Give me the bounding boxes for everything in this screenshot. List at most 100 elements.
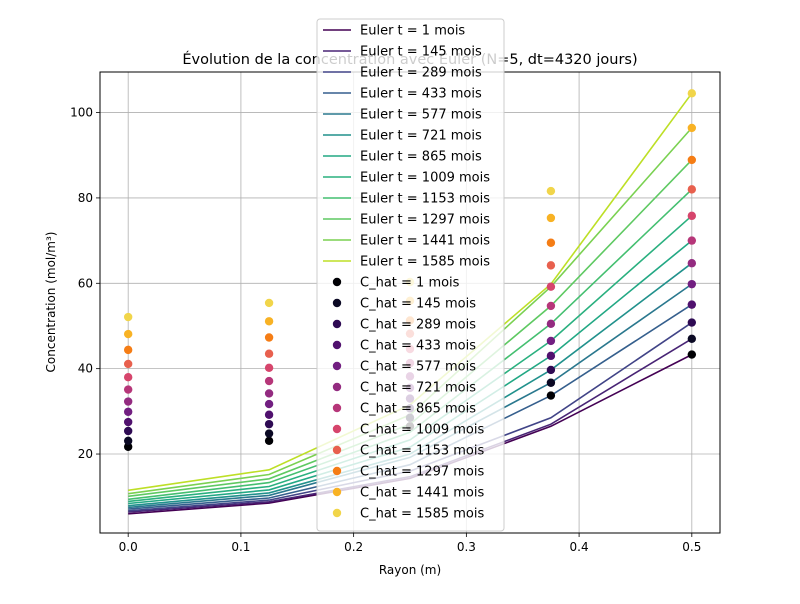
chat-point [123, 345, 133, 355]
chat-point [264, 399, 274, 409]
chat-point [123, 397, 133, 406]
chat-point [264, 436, 274, 445]
chat-point [687, 279, 697, 289]
legend-dot-swatch [332, 487, 342, 497]
legend-dot-swatch [332, 382, 342, 392]
x-tick-label: 0.3 [457, 540, 476, 554]
legend-entry-label: Euler t = 289 mois [360, 66, 482, 81]
legend-dot-swatch [332, 424, 342, 434]
legend-entry-label: Euler t = 433 mois [360, 87, 482, 102]
chat-point [264, 419, 274, 429]
legend-entry-label: C_hat = 1009 mois [360, 423, 484, 438]
legend-entry-label: C_hat = 865 mois [360, 402, 476, 417]
chat-point [264, 298, 274, 308]
legend-dot-swatch [332, 403, 342, 413]
y-tick-label: 60 [78, 276, 93, 290]
legend-dot-swatch [332, 361, 342, 371]
chat-point [546, 351, 556, 361]
chat-point [264, 429, 274, 438]
legend-dot-swatch [332, 319, 342, 329]
chat-point [546, 319, 556, 329]
chat-point [264, 333, 274, 342]
chat-point [546, 301, 556, 311]
legend-entry-label: C_hat = 145 mois [360, 297, 476, 312]
chat-point [687, 185, 697, 194]
chat-point [687, 155, 697, 165]
chat-point [123, 417, 133, 427]
chat-point [546, 378, 556, 387]
x-axis-label: Rayon (m) [379, 563, 441, 577]
legend-entry-label: C_hat = 433 mois [360, 339, 476, 354]
chat-point [546, 365, 556, 375]
legend-entry-label: Euler t = 1585 mois [360, 255, 490, 270]
legend-entry-label: Euler t = 1 mois [360, 24, 465, 39]
chat-point [546, 186, 556, 196]
x-tick-label: 0.0 [119, 540, 138, 554]
legend-dot-swatch [332, 277, 342, 287]
chat-point [264, 389, 274, 398]
legend-dot-swatch [332, 340, 342, 350]
chat-point [123, 442, 133, 451]
legend-box [316, 18, 505, 532]
chat-point [264, 317, 274, 326]
chat-point [123, 359, 133, 369]
chat-point [687, 123, 697, 133]
chat-point [123, 372, 133, 382]
legend-entry-label: C_hat = 721 mois [360, 381, 476, 396]
chat-point [123, 385, 133, 394]
y-tick-label: 20 [78, 447, 93, 461]
legend-entry-label: C_hat = 577 mois [360, 360, 476, 375]
legend-dot-swatch [332, 445, 342, 455]
chat-point [123, 312, 133, 322]
chat-point [123, 329, 133, 339]
chat-point [546, 238, 556, 247]
x-tick-label: 0.1 [231, 540, 250, 554]
chat-point [123, 436, 133, 445]
chat-point [687, 211, 697, 221]
legend-entry-label: Euler t = 1153 mois [360, 192, 490, 207]
chat-point [546, 213, 556, 223]
x-tick-label: 0.4 [570, 540, 589, 554]
y-tick-label: 40 [78, 362, 93, 376]
y-tick-label: 100 [70, 106, 93, 120]
chat-point [546, 282, 556, 291]
legend: Euler t = 1 mois Euler t = 145 mois Euler … [316, 18, 505, 532]
x-tick-label: 0.2 [344, 540, 363, 554]
legend-dot-swatch [332, 508, 342, 518]
chat-point [687, 318, 697, 327]
chat-point [546, 391, 556, 400]
chat-point [264, 363, 274, 373]
chat-point [687, 300, 697, 309]
x-axis: 0.0 0.1 0.2 0.3 0.4 0.5 [119, 533, 701, 554]
legend-entry-label: Euler t = 1297 mois [360, 213, 490, 228]
x-tick-label: 0.5 [682, 540, 701, 554]
legend-entry-label: C_hat = 1297 mois [360, 465, 484, 480]
legend-entry-label: Euler t = 865 mois [360, 150, 482, 165]
legend-entry-label: C_hat = 1585 mois [360, 507, 484, 522]
legend-entry-label: C_hat = 289 mois [360, 318, 476, 333]
chat-point [687, 259, 697, 268]
chat-point [687, 350, 697, 359]
chat-point [264, 410, 274, 419]
y-axis: 20 40 60 80 100 [70, 106, 100, 461]
legend-dot-swatch [332, 466, 342, 476]
legend-entry-label: Euler t = 577 mois [360, 108, 482, 123]
chat-point [123, 407, 133, 416]
chat-point [546, 336, 556, 346]
y-tick-label: 80 [78, 191, 93, 205]
chat-point [546, 261, 556, 270]
legend-entry-label: Euler t = 145 mois [360, 45, 482, 60]
chat-point [123, 426, 133, 436]
legend-dot-swatch [332, 298, 342, 308]
chat-point [687, 334, 697, 343]
chat-point [264, 376, 274, 386]
chat-point [687, 89, 697, 98]
chat-point [687, 236, 697, 245]
legend-entry-label: Euler t = 1441 mois [360, 234, 490, 249]
y-axis-label: Concentration (mol/m³) [44, 232, 58, 373]
chat-point [264, 349, 274, 358]
legend-entry-label: C_hat = 1153 mois [360, 444, 484, 459]
legend-entry-label: Euler t = 721 mois [360, 129, 482, 144]
legend-entry-label: C_hat = 1441 mois [360, 486, 484, 501]
